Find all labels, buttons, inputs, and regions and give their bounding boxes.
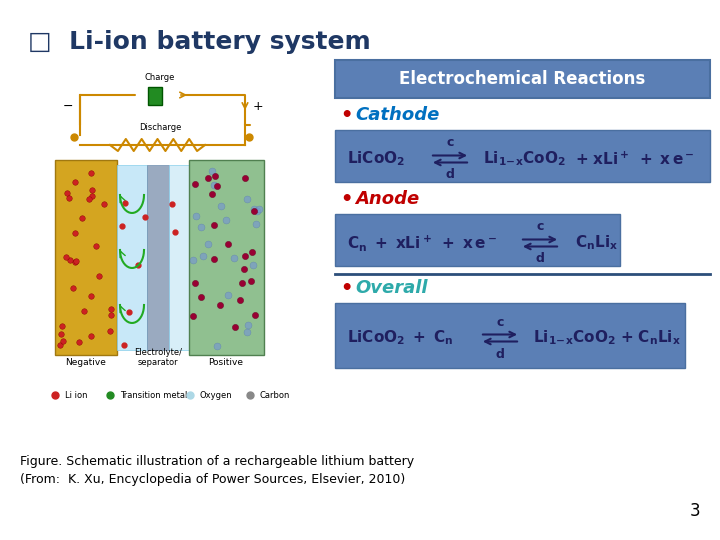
- Text: Negative: Negative: [66, 358, 107, 367]
- Text: +: +: [253, 100, 264, 113]
- Text: Cathode: Cathode: [355, 106, 439, 124]
- Text: Overall: Overall: [355, 279, 428, 297]
- Text: $\mathbf{+\ xLi^+\ +\ x\,e^-}$: $\mathbf{+\ xLi^+\ +\ x\,e^-}$: [575, 150, 695, 167]
- Text: c: c: [446, 137, 454, 150]
- Text: •: •: [340, 106, 352, 125]
- Bar: [147, 165, 169, 350]
- Text: d: d: [495, 348, 505, 361]
- Text: •: •: [340, 279, 352, 298]
- Text: d: d: [446, 168, 454, 181]
- Text: $\mathbf{Li_{1\!-\!x}CoO_2}$: $\mathbf{Li_{1\!-\!x}CoO_2}$: [533, 329, 616, 347]
- Bar: [335, 214, 620, 266]
- Text: $\mathbf{C_nLi_x}$: $\mathbf{C_nLi_x}$: [575, 234, 618, 252]
- Bar: [335, 60, 710, 98]
- Bar: [148, 87, 162, 105]
- Text: $\mathbf{C_n\ +\ xLi^+\ +\ x\,e^-}$: $\mathbf{C_n\ +\ xLi^+\ +\ x\,e^-}$: [347, 233, 497, 253]
- Text: Carbon: Carbon: [260, 390, 290, 400]
- Text: $\mathbf{+\ C_nLi_x}$: $\mathbf{+\ C_nLi_x}$: [620, 329, 681, 347]
- Text: Electrolyte/
separator: Electrolyte/ separator: [134, 348, 182, 367]
- Text: 3: 3: [689, 502, 700, 520]
- Bar: [55, 160, 117, 355]
- Text: c: c: [496, 315, 504, 328]
- Bar: [335, 303, 685, 368]
- Text: Anode: Anode: [355, 190, 419, 208]
- Text: Electrochemical Reactions: Electrochemical Reactions: [399, 70, 645, 88]
- Text: −: −: [63, 100, 73, 113]
- Text: $\mathbf{Li_{1\!-\!x}CoO_2}$: $\mathbf{Li_{1\!-\!x}CoO_2}$: [483, 150, 566, 168]
- Bar: [189, 160, 264, 355]
- Text: Positive: Positive: [209, 358, 243, 367]
- Text: Li ion: Li ion: [65, 390, 88, 400]
- Text: Oxygen: Oxygen: [200, 390, 233, 400]
- Bar: [335, 130, 710, 182]
- Bar: [169, 165, 189, 350]
- Text: (From:  K. Xu, Encyclopedia of Power Sources, Elsevier, 2010): (From: K. Xu, Encyclopedia of Power Sour…: [20, 473, 405, 486]
- Bar: [117, 165, 147, 350]
- Text: d: d: [536, 253, 544, 266]
- Text: □  Li-ion battery system: □ Li-ion battery system: [28, 30, 371, 54]
- Text: Charge: Charge: [145, 73, 175, 82]
- Text: Figure. Schematic illustration of a rechargeable lithium battery: Figure. Schematic illustration of a rech…: [20, 455, 414, 468]
- Text: Transition metal: Transition metal: [120, 390, 187, 400]
- Text: $\mathbf{LiCoO_2\ +\ C_n}$: $\mathbf{LiCoO_2\ +\ C_n}$: [347, 329, 454, 347]
- Text: Discharge: Discharge: [139, 123, 181, 132]
- Text: $\mathbf{LiCoO_2}$: $\mathbf{LiCoO_2}$: [347, 150, 405, 168]
- Text: •: •: [340, 190, 352, 209]
- Text: c: c: [536, 220, 544, 233]
